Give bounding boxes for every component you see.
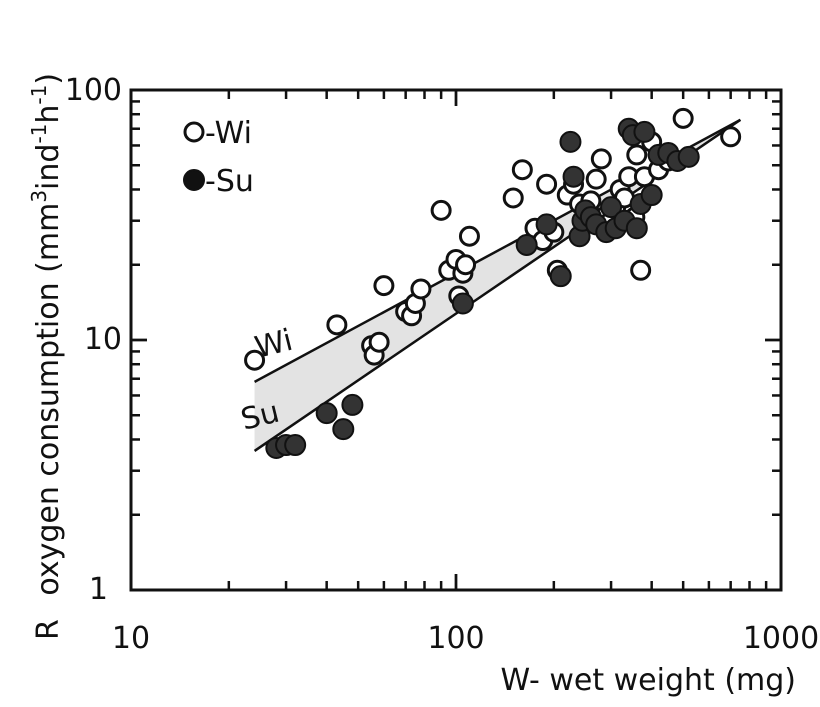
point-wi — [430, 199, 452, 221]
legend-label-su: -Su — [205, 164, 254, 199]
point-su — [633, 120, 656, 143]
point-su — [515, 233, 538, 256]
point-wi — [511, 159, 533, 181]
x-tick-label-1000: 1000 — [743, 621, 819, 656]
y-tick-label-10: 10 — [84, 322, 122, 357]
point-su — [640, 184, 663, 207]
y-axis-label: R oxygen consumption (mm3ind-1h-1) — [27, 73, 66, 640]
y-axis-sup-3: -1 — [27, 85, 51, 105]
point-su — [535, 213, 558, 236]
point-wi — [502, 187, 524, 209]
x-tick-label-10: 10 — [112, 621, 150, 656]
y-axis-sup-1: 3 — [27, 190, 51, 203]
point-su — [284, 434, 307, 457]
y-axis-main: oxygen consumption (mm — [31, 203, 66, 596]
legend-open-marker — [183, 121, 205, 143]
point-su — [315, 402, 338, 425]
axes — [129, 88, 783, 592]
point-su — [625, 217, 648, 240]
point-su — [562, 165, 585, 188]
x-tick-label-100: 100 — [427, 621, 484, 656]
point-su — [549, 265, 572, 288]
point-su — [451, 292, 474, 315]
legend-label-wi: -Wi — [205, 116, 252, 151]
y-axis-mid: ind — [31, 144, 66, 190]
point-su — [341, 393, 364, 416]
y-axis-end: ) — [31, 73, 66, 85]
point-wi — [455, 254, 477, 276]
point-wi — [585, 168, 607, 190]
y-tick-label-1: 1 — [89, 572, 108, 607]
point-su — [559, 130, 582, 153]
point-su — [600, 196, 623, 219]
x-axis-label: W- wet weight (mg) — [501, 663, 796, 698]
curve-label-wi: Wi — [251, 323, 296, 366]
point-wi — [536, 173, 558, 195]
y-axis-mid-2: h — [31, 105, 66, 124]
y-axis-sup-2: -1 — [27, 124, 51, 144]
point-su — [677, 145, 700, 168]
y-axis-prefix: R — [31, 619, 66, 640]
point-wi — [373, 275, 395, 297]
legend-filled-marker — [183, 169, 205, 191]
point-wi — [630, 259, 652, 281]
y-tick-label-100: 100 — [65, 73, 122, 108]
data-points — [244, 107, 742, 459]
point-wi — [672, 107, 694, 129]
point-su — [332, 418, 355, 441]
point-wi — [458, 225, 480, 247]
point-wi — [410, 278, 432, 300]
point-wi — [720, 126, 742, 148]
point-wi — [244, 349, 266, 371]
point-wi — [590, 148, 612, 170]
point-wi — [326, 314, 348, 336]
point-wi — [368, 331, 390, 353]
point-wi — [626, 144, 648, 166]
legend: -Wi -Su — [183, 116, 254, 199]
